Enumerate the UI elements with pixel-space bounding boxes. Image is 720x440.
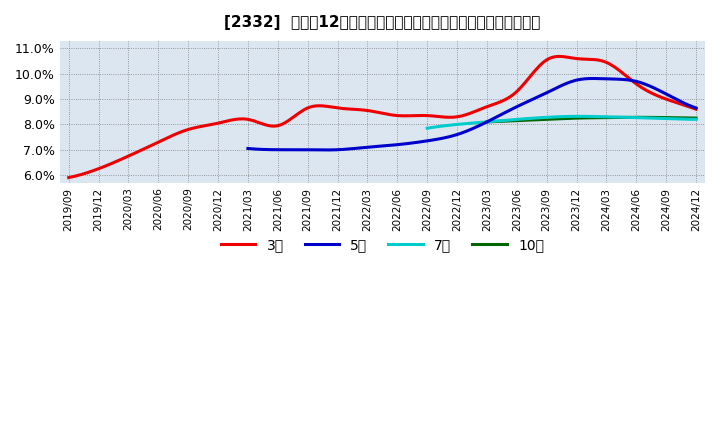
10年 bbox=[607, 115, 616, 120]
Line: 10年: 10年 bbox=[487, 117, 696, 122]
Line: 7年: 7年 bbox=[427, 116, 696, 128]
7年 bbox=[650, 116, 659, 121]
3年 bbox=[66, 175, 75, 180]
7年 bbox=[692, 117, 701, 122]
3年 bbox=[436, 114, 444, 119]
7年 bbox=[588, 114, 597, 119]
10年 bbox=[483, 119, 492, 125]
Legend: 3年, 5年, 7年, 10年: 3年, 5年, 7年, 10年 bbox=[215, 233, 549, 258]
5年 bbox=[624, 77, 633, 83]
10年 bbox=[633, 115, 642, 120]
10年 bbox=[611, 115, 619, 120]
Title: [2332]  売上高12か月移動合計の対前年同期増減率の平均値の推移: [2332] 売上高12か月移動合計の対前年同期増減率の平均値の推移 bbox=[224, 15, 541, 30]
5年 bbox=[692, 105, 701, 110]
5年 bbox=[510, 105, 519, 110]
3年 bbox=[635, 84, 644, 89]
7年 bbox=[583, 114, 592, 119]
7年 bbox=[667, 116, 676, 121]
3年 bbox=[64, 175, 73, 180]
10年 bbox=[692, 115, 701, 121]
3年 bbox=[438, 114, 446, 120]
5年 bbox=[519, 101, 528, 106]
5年 bbox=[653, 87, 662, 92]
10年 bbox=[482, 119, 491, 125]
3年 bbox=[449, 114, 457, 120]
3年 bbox=[555, 54, 564, 59]
5年 bbox=[243, 146, 252, 151]
10年 bbox=[672, 115, 681, 121]
5年 bbox=[512, 104, 521, 110]
7年 bbox=[424, 125, 433, 131]
5年 bbox=[245, 146, 253, 151]
5年 bbox=[322, 147, 330, 153]
5年 bbox=[588, 76, 597, 81]
Line: 5年: 5年 bbox=[248, 78, 696, 150]
3年 bbox=[692, 106, 701, 112]
Line: 3年: 3年 bbox=[68, 56, 696, 178]
10年 bbox=[660, 115, 668, 120]
10年 bbox=[606, 115, 615, 120]
3年 bbox=[595, 58, 604, 63]
7年 bbox=[423, 125, 431, 131]
7年 bbox=[584, 114, 593, 119]
7年 bbox=[575, 114, 583, 119]
